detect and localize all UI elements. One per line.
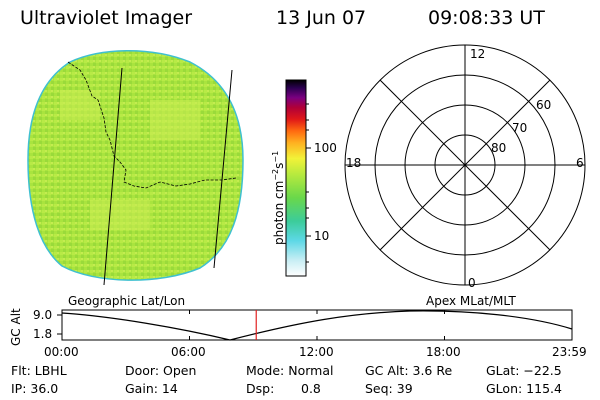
- info-ip: IP: 36.0: [11, 381, 59, 396]
- x-tick-2359: 23:59: [552, 345, 587, 359]
- x-tick-0000: 00:00: [44, 345, 79, 359]
- mlt-0-label: 0: [468, 276, 476, 290]
- info-dsp-label: Dsp:: [246, 381, 275, 396]
- coastline: [67, 61, 237, 189]
- meridian-line: [103, 67, 123, 286]
- lat-80-label: 80: [491, 141, 507, 155]
- unit-exp1: −2: [271, 168, 280, 181]
- image-caption: Geographic Lat/Lon: [68, 294, 186, 308]
- mlt-6-label: 6: [576, 156, 584, 170]
- meridian-line: [213, 69, 233, 269]
- time-label: 09:08:33 UT: [428, 7, 545, 29]
- info-glat: GLat: −22.5: [486, 363, 562, 378]
- lat-70-label: 70: [512, 121, 528, 135]
- info-flt: Flt: LBHL: [11, 363, 67, 378]
- date-label: 13 Jun 07: [276, 7, 367, 29]
- instrument-title: Ultraviolet Imager: [20, 7, 193, 29]
- info-glon: GLon: 115.4: [486, 381, 562, 396]
- unit-mid: s: [272, 162, 286, 169]
- lat-60-label: 60: [536, 98, 552, 112]
- info-mode: Mode: Normal: [246, 363, 334, 378]
- mlt-18-label: 18: [346, 156, 362, 170]
- altitude-curve: [61, 310, 573, 341]
- x-tick-1800: 18:00: [426, 345, 461, 359]
- info-dsp-value: 0.8: [301, 381, 321, 396]
- colorbar-ticks: [306, 103, 311, 263]
- altitude-ylabel: GC Alt: [9, 308, 23, 346]
- unit-exp2: −1: [271, 150, 280, 163]
- info-gain: Gain: 14: [125, 381, 178, 396]
- polar-plot: [344, 44, 586, 286]
- colorbar-tick-100: 100: [314, 141, 337, 155]
- uv-image-disk: [27, 50, 244, 281]
- x-tick-0600: 06:00: [171, 345, 206, 359]
- altitude-plot: [57, 309, 573, 341]
- unit-main: photon cm: [272, 180, 286, 245]
- colorbar-tick-10: 10: [314, 229, 330, 243]
- polar-caption: Apex MLat/MLT: [426, 294, 516, 308]
- colorbar-unit-label: photon cm−2s−1: [271, 151, 286, 245]
- info-seq: Seq: 39: [365, 381, 413, 396]
- altitude-ytick-bottom: 1.8: [33, 327, 53, 341]
- info-gcalt: GC Alt: 3.6 Re: [365, 363, 453, 378]
- mlt-12-label: 12: [470, 47, 486, 61]
- info-door: Door: Open: [125, 363, 197, 378]
- x-tick-1200: 12:00: [299, 345, 334, 359]
- altitude-ytick-top: 9.0: [33, 308, 53, 322]
- colorbar: [285, 79, 307, 277]
